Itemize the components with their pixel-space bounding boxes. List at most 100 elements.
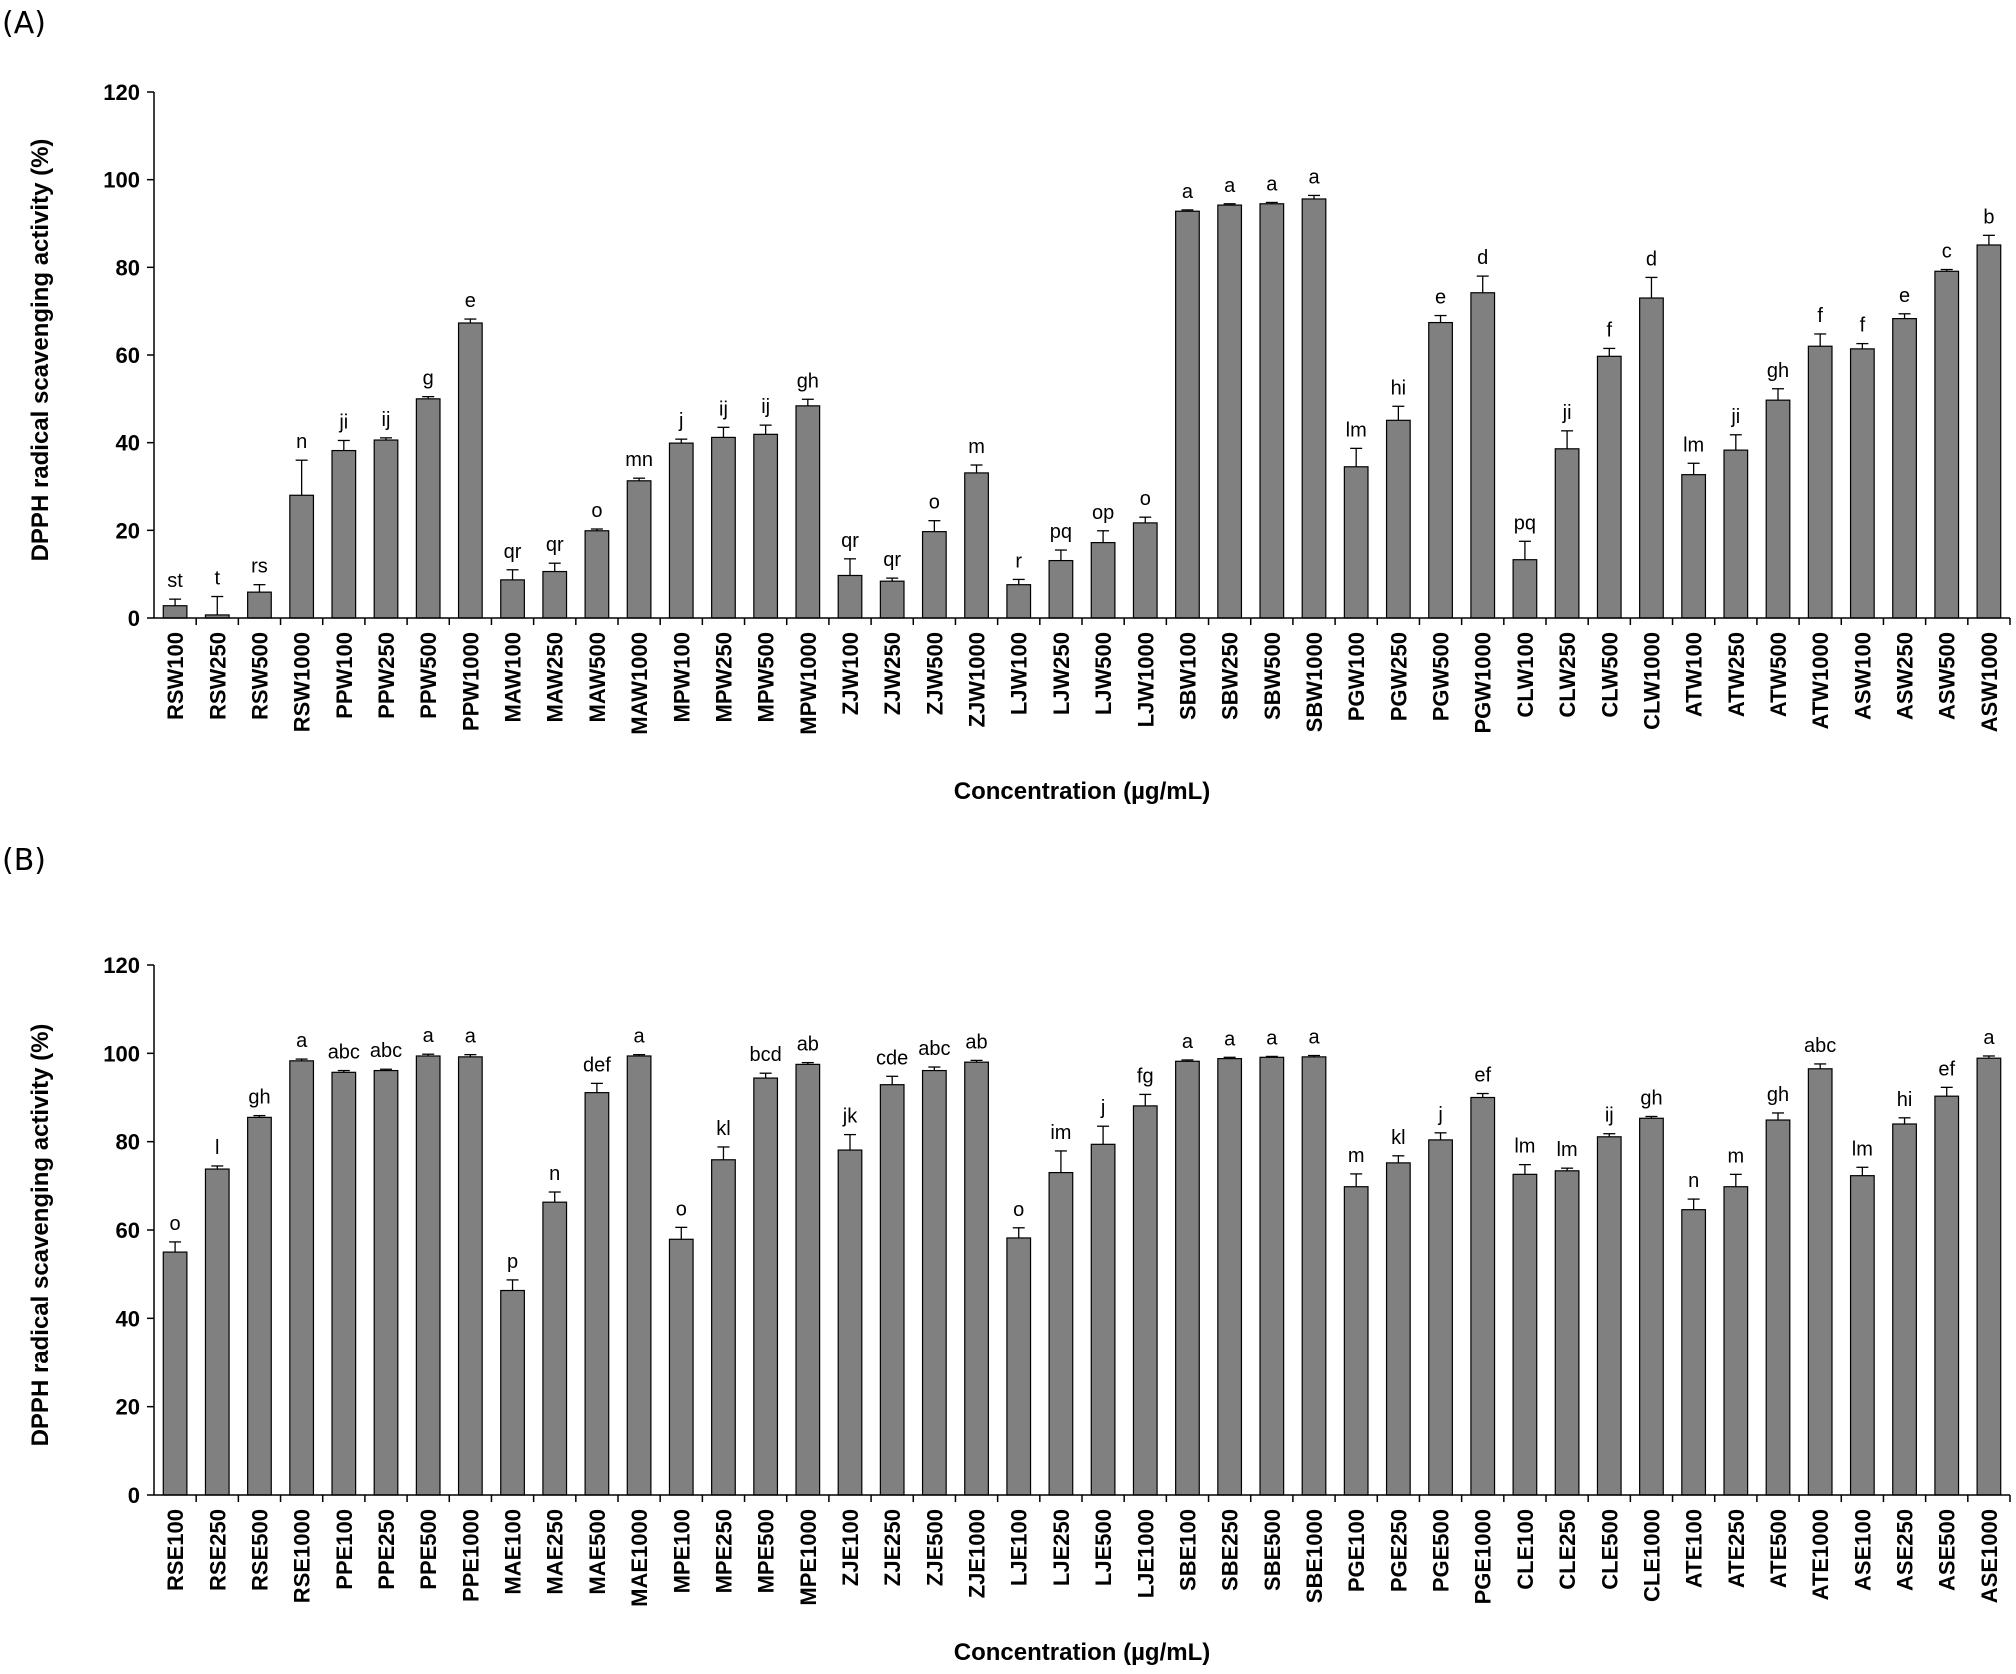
y-tick-label: 120 [103,953,140,978]
significance-CLW1000: d [1646,248,1657,270]
category-label-LJW500: LJW500 [1091,632,1116,715]
category-label-ASE1000: ASE1000 [1977,1509,2002,1603]
category-label-ZJE500: ZJE500 [922,1509,947,1586]
category-label-PPE1000: PPE1000 [458,1509,483,1602]
category-label-ZJE100: ZJE100 [838,1509,863,1586]
category-label-ZJW500: ZJW500 [922,632,947,715]
bar-PGE250 [1385,1162,1411,1496]
category-label-MPE1000: MPE1000 [796,1509,821,1606]
bar-CLW500 [1596,355,1622,619]
axes-b [153,965,2011,1502]
category-label-PPW500: PPW500 [416,632,441,719]
category-label-PGE100: PGE100 [1344,1509,1369,1592]
category-label-ASE250: ASE250 [1893,1509,1918,1591]
category-label-SBW500: SBW500 [1260,632,1285,720]
significance-ATW250: ji [1730,406,1740,428]
category-label-PGW500: PGW500 [1429,632,1454,721]
bar-ZJW100 [837,574,863,619]
bar-MAE500 [584,1092,610,1496]
bar-LJE100 [1006,1237,1032,1496]
y-tick-label: 40 [116,431,140,456]
category-label-MAW250: MAW250 [543,632,568,722]
significance-RSE100: o [170,1213,181,1235]
significance-PGE250: kl [1391,1127,1405,1149]
significance-ASW100: f [1860,315,1866,337]
bar-PPW100 [331,449,357,619]
significance-RSE1000: a [296,1030,308,1052]
significance-MAE500: def [583,1054,611,1076]
significance-ATE250: m [1727,1145,1744,1167]
significance-PPW250: ij [382,409,391,431]
panel-a: (A) st t rs n ji ij g e qr qr o mn j ij ij gh qr qr o m r pq o… [2,6,2011,805]
significance-ZJW500: o [929,492,940,514]
bar-PPE500 [415,1055,441,1496]
bars-b [162,1055,2002,1496]
bar-MPW1000 [795,405,821,619]
y-tick-label: 60 [116,343,140,368]
bar-ASW100 [1849,348,1875,619]
bar-SBW1000 [1301,198,1327,619]
bar-LJW250 [1048,559,1074,619]
bar-CLW250 [1554,448,1580,619]
significance-SBE1000: a [1308,1027,1320,1049]
significance-MPW250: ij [719,398,728,420]
bar-MAE250 [542,1201,568,1496]
category-label-SBE100: SBE100 [1175,1509,1200,1591]
bar-LJE250 [1048,1171,1074,1496]
bar-ASE500 [1934,1095,1960,1496]
bar-ASW1000 [1976,244,2002,619]
category-label-PPW250: PPW250 [374,632,399,719]
y-tick-label: 0 [128,606,140,631]
y-axis-title-a: DPPH radical scavenging activity (%) [27,139,54,562]
significance-ASW1000: b [1983,206,1994,228]
bar-ATE500 [1765,1119,1791,1496]
category-label-RSE100: RSE100 [163,1509,188,1591]
bar-RSW100 [162,605,188,619]
significance-MPE100: o [676,1198,687,1220]
y-tick-label: 80 [116,255,140,280]
significance-ASW500: c [1942,241,1952,263]
category-label-ATE1000: ATE1000 [1808,1509,1833,1600]
category-label-PPW100: PPW100 [332,632,357,719]
category-label-PGW250: PGW250 [1386,632,1411,721]
significance-RSW250: t [214,568,220,590]
significance-CLW100: pq [1514,512,1536,534]
category-label-ATW100: ATW100 [1682,632,1707,717]
axes-a [153,92,2011,625]
bar-SBE250 [1217,1058,1243,1496]
error-bars-b [169,1053,1995,1291]
significance-MPW500: ij [761,396,770,418]
bar-MPW100 [668,442,694,619]
bar-ASE250 [1892,1123,1917,1496]
bar-PPE250 [373,1069,399,1496]
significance-RSW100: st [167,570,183,592]
category-label-ATW500: ATW500 [1766,632,1791,717]
significance-MPE500: bcd [750,1044,782,1066]
category-label-MPW100: MPW100 [669,632,694,722]
bar-CLW100 [1512,559,1538,619]
bar-MPW250 [711,436,736,619]
significance-MAW500: o [591,500,602,522]
significance-PGE1000: ef [1474,1065,1491,1087]
category-label-ATE250: ATE250 [1724,1509,1749,1588]
bar-ZJE1000 [964,1061,989,1496]
significance-PGW500: e [1435,287,1446,309]
bar-SBW250 [1217,204,1243,619]
category-label-CLW1000: CLW1000 [1639,632,1664,730]
bar-RSE1000 [289,1060,315,1496]
bar-MPW500 [753,433,779,619]
category-label-MAW500: MAW500 [585,632,610,722]
bar-RSE100 [162,1251,188,1496]
significance-ATW100: lm [1683,434,1704,456]
bar-MAE100 [500,1289,525,1496]
bar-SBW100 [1175,210,1200,619]
significance-SBE500: a [1266,1027,1278,1049]
bar-MPE500 [753,1077,779,1496]
significance-LJE1000: fg [1137,1065,1154,1087]
bar-RSE250 [204,1168,230,1496]
bar-ATW1000 [1807,345,1833,619]
y-tick-label: 0 [128,1483,140,1508]
y-tick-label: 60 [116,1218,140,1243]
significance-PGE100: m [1348,1145,1365,1167]
